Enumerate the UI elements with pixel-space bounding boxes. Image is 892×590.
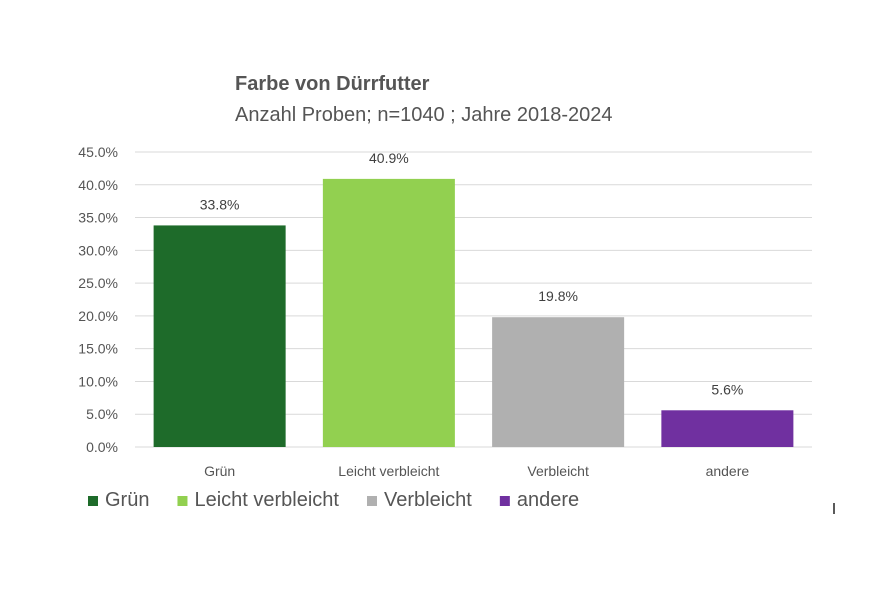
y-tick-label: 10.0% bbox=[78, 373, 118, 389]
legend-label: Grün bbox=[105, 489, 149, 511]
y-tick-label: 15.0% bbox=[78, 341, 118, 357]
legend-swatch bbox=[88, 496, 98, 506]
data-label: 33.8% bbox=[200, 196, 240, 212]
legend-label: andere bbox=[517, 489, 579, 511]
data-label: 19.8% bbox=[538, 288, 578, 304]
legend-label: Leicht verbleicht bbox=[194, 489, 339, 511]
y-tick-label: 45.0% bbox=[78, 144, 118, 160]
legend-swatch bbox=[499, 496, 510, 506]
bar bbox=[153, 225, 286, 447]
data-labels: 33.8% 40.9% 19.8% 5.6% bbox=[200, 150, 744, 397]
data-label: 40.9% bbox=[369, 150, 409, 166]
y-tick-label: 5.0% bbox=[86, 406, 118, 422]
y-tick-label: 30.0% bbox=[78, 242, 118, 258]
x-category-label: Verbleicht bbox=[527, 463, 589, 479]
bar bbox=[492, 317, 625, 447]
y-tick-label: 0.0% bbox=[86, 439, 118, 455]
bars bbox=[153, 178, 794, 447]
bar bbox=[322, 178, 455, 447]
legend: Grün Leicht verbleicht Verbleicht andere bbox=[88, 489, 579, 511]
x-category-label: Leicht verbleicht bbox=[338, 463, 439, 479]
y-tick-label: 35.0% bbox=[78, 210, 118, 226]
x-category-label: andere bbox=[706, 463, 750, 479]
x-axis-categories: Grün Leicht verbleicht Verbleicht andere bbox=[204, 463, 749, 479]
chart-title: Farbe von Dürrfutter bbox=[235, 73, 430, 95]
y-tick-label: 20.0% bbox=[78, 308, 118, 324]
legend-label: Verbleicht bbox=[384, 489, 472, 511]
bar bbox=[661, 410, 794, 447]
chart-subtitle: Anzahl Proben; n=1040 ; Jahre 2018-2024 bbox=[235, 104, 613, 126]
y-axis-ticks: 0.0% 5.0% 10.0% 15.0% 20.0% 25.0% 30.0% 35.0% 40… bbox=[78, 144, 118, 455]
data-label: 5.6% bbox=[711, 381, 743, 397]
x-category-label: Grün bbox=[204, 463, 235, 479]
y-tick-label: 40.0% bbox=[78, 177, 118, 193]
legend-swatch bbox=[177, 496, 188, 506]
legend-swatch bbox=[367, 496, 377, 506]
y-tick-label: 25.0% bbox=[78, 275, 118, 291]
